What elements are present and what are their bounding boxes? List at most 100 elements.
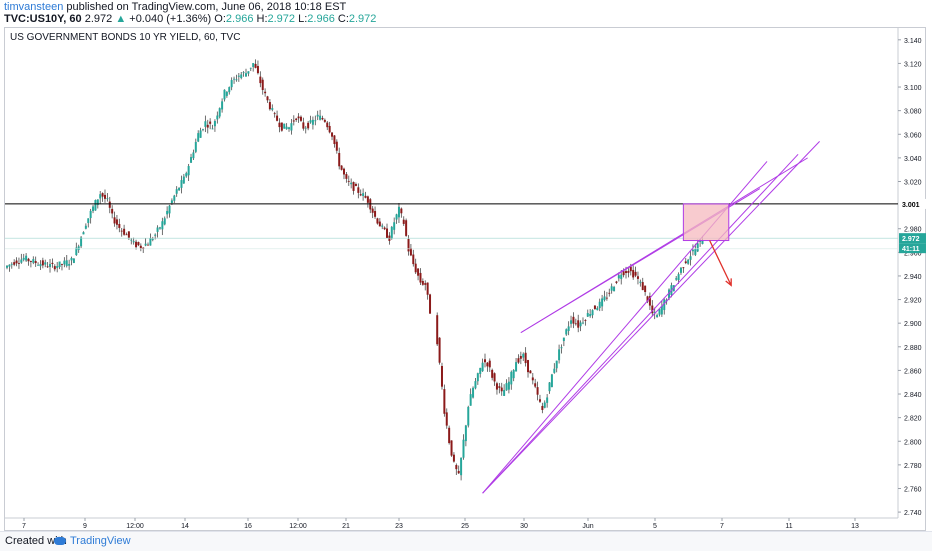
candle (452, 452, 455, 463)
candle-body (354, 184, 357, 186)
low-label: L: (298, 13, 308, 25)
candle (426, 282, 429, 300)
trend-line (482, 153, 799, 494)
tradingview-logo-icon (54, 537, 66, 546)
candle-body (591, 310, 594, 316)
candle-body (75, 247, 78, 256)
candle-body (639, 281, 642, 283)
candle-body (192, 152, 195, 159)
candle (297, 113, 300, 123)
candle-body (579, 322, 582, 327)
candle-body (173, 195, 176, 201)
candle (58, 261, 61, 270)
candle-body (113, 217, 116, 224)
candle (87, 218, 90, 228)
candle (656, 313, 659, 318)
candle (166, 206, 169, 219)
candle-body (536, 387, 539, 395)
price-tick-label: 3.080 (904, 109, 922, 116)
candle-body (206, 124, 209, 128)
price-chart[interactable]: 2.740 2.760 2.780 2.800 2.820 2.840 2.860 2.880… (0, 0, 932, 531)
candle-body (570, 320, 573, 324)
candle-body (675, 278, 678, 280)
candle-body (295, 118, 298, 120)
candle-body (605, 297, 608, 299)
candle (197, 130, 200, 143)
candle (10, 262, 13, 269)
candle-body (577, 320, 580, 328)
candle-body (125, 234, 128, 236)
time-tick-label: 23 (395, 523, 403, 530)
candle-body (457, 470, 460, 474)
candle-body (259, 76, 262, 84)
candle (560, 344, 563, 354)
candle (307, 120, 310, 131)
footer-bar: Created with TradingView (0, 531, 932, 551)
candle-body (342, 168, 345, 175)
candle-body (393, 222, 396, 230)
candle-body (154, 234, 157, 236)
candle-body (314, 120, 317, 122)
candle (488, 358, 491, 372)
candle (402, 216, 405, 226)
candle (591, 309, 594, 319)
candle (469, 388, 472, 406)
candle-body (319, 115, 322, 120)
candle-body (629, 266, 632, 272)
candle (94, 199, 97, 211)
candle (639, 279, 642, 287)
candle-body (240, 74, 243, 79)
tradingview-brand[interactable]: TradingView (54, 535, 131, 547)
candle-body (417, 268, 420, 276)
candle (37, 262, 40, 266)
candle (84, 223, 87, 230)
candle (175, 186, 178, 197)
candle-body (335, 141, 338, 151)
candle (486, 362, 489, 372)
candle (92, 204, 95, 214)
author-link[interactable]: timvansteen (4, 1, 64, 13)
candle (687, 258, 690, 265)
candle-body (10, 263, 13, 265)
candle-body (103, 194, 106, 199)
candle (448, 425, 451, 445)
candle-body (197, 133, 200, 142)
candle-body (658, 309, 661, 315)
time-tick-label: 12:00 (126, 523, 144, 530)
candle-body (41, 260, 44, 266)
candle-body (185, 173, 188, 177)
candle (240, 71, 243, 80)
candle-body (610, 286, 613, 291)
candle-body (534, 383, 537, 387)
candle (503, 384, 506, 397)
candle-body (94, 200, 97, 211)
level-price-label-text: 3.001 (902, 202, 920, 209)
candle-body (345, 174, 348, 179)
time-tick-label: 13 (851, 523, 859, 530)
candle (438, 337, 441, 365)
candle (374, 206, 377, 219)
candle (304, 125, 307, 134)
candle (457, 465, 460, 474)
price-tick-label: 2.780 (904, 463, 922, 470)
candle (386, 223, 389, 239)
candle-body (527, 360, 530, 373)
candle (316, 110, 319, 121)
candle-body (53, 266, 56, 270)
price-tick-label: 2.840 (904, 392, 922, 399)
candle (225, 91, 228, 98)
candle (108, 196, 111, 214)
candle (216, 111, 219, 124)
candle (139, 243, 142, 252)
candle (610, 283, 613, 294)
time-tick-label: 7 (720, 523, 724, 530)
candle-body (500, 387, 503, 392)
price-tick-label: 2.900 (904, 321, 922, 328)
candle-body (58, 261, 61, 267)
candle-body (634, 271, 637, 276)
candle (405, 218, 408, 237)
candle-body (636, 276, 639, 279)
candle (357, 183, 360, 199)
candle (185, 171, 188, 178)
candle (180, 175, 183, 194)
